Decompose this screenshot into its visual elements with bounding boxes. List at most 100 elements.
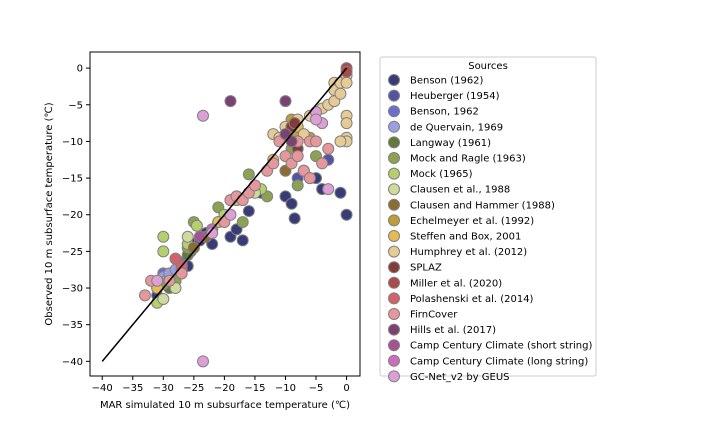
series-19 xyxy=(151,106,335,368)
x-tick-label: −15 xyxy=(244,383,265,394)
y-tick-label: −5 xyxy=(68,100,83,111)
y-tick-label: −15 xyxy=(62,174,83,185)
y-tick-label: −40 xyxy=(62,357,83,368)
legend-label: Heuberger (1954) xyxy=(410,91,500,102)
data-point xyxy=(303,172,316,185)
data-point xyxy=(187,241,200,254)
data-point xyxy=(236,216,249,229)
legend-marker xyxy=(388,198,400,211)
legend-marker xyxy=(388,308,400,320)
y-tick-label: −35 xyxy=(62,320,83,331)
legend-label: Hills et al. (2017) xyxy=(410,325,496,336)
data-point xyxy=(288,212,301,225)
legend-label: Polashenski et al. (2014) xyxy=(410,294,534,305)
data-point xyxy=(279,95,292,108)
one-to-one-line xyxy=(101,67,348,362)
legend-label: Clausen et al., 1988 xyxy=(410,185,510,196)
data-point xyxy=(291,179,304,192)
x-tick-label: −35 xyxy=(122,383,143,394)
axes xyxy=(89,51,361,377)
data-point xyxy=(291,150,304,163)
legend-label: Steffen and Box, 2001 xyxy=(410,232,521,243)
y-axis-label: Observed 10 m subsurface temperature (℃) xyxy=(44,102,55,325)
data-point xyxy=(157,293,170,306)
legend-label: Humphrey et al. (2012) xyxy=(410,247,527,258)
legend-label: Mock and Ragle (1963) xyxy=(410,154,526,165)
x-axis-ticks: −40 −35 −30 −25 −20 −15 −10 −5 0 xyxy=(92,376,350,394)
legend-label: SPLAZ xyxy=(410,263,442,274)
y-tick-label: −10 xyxy=(62,137,83,148)
x-tick-label: 0 xyxy=(343,383,349,394)
data-point xyxy=(157,230,170,243)
y-axis-ticks: 0 −5 −10 −15 −20 −25 −30 −35 −40 xyxy=(62,64,90,368)
y-tick-label: −30 xyxy=(62,284,83,295)
data-point xyxy=(322,183,335,196)
legend-label: de Quervain, 1969 xyxy=(410,122,503,133)
data-point xyxy=(157,245,170,258)
legend-marker xyxy=(388,136,400,149)
legend-marker xyxy=(388,74,400,86)
data-point xyxy=(334,135,347,148)
legend-label: Langway (1961) xyxy=(410,138,491,149)
legend-marker xyxy=(388,339,400,352)
legend-marker xyxy=(388,152,400,164)
legend-label: Camp Century Climate (long string) xyxy=(410,356,588,367)
data-point xyxy=(340,65,353,78)
legend-marker xyxy=(388,230,400,242)
legend-label: Clausen and Hammer (1988) xyxy=(410,200,555,211)
legend-label: Mock (1965) xyxy=(410,169,473,180)
y-tick-label: 0 xyxy=(77,64,83,75)
data-point xyxy=(206,227,219,240)
data-point xyxy=(340,117,353,130)
x-tick-label: −25 xyxy=(183,383,204,394)
data-point xyxy=(151,274,164,287)
legend-marker xyxy=(388,120,400,133)
x-tick-label: −40 xyxy=(92,383,113,394)
data-point xyxy=(224,95,237,108)
x-tick-label: −30 xyxy=(153,383,174,394)
legend-label: GC-Net_v2 by GEUS xyxy=(410,372,510,383)
plot-frame xyxy=(89,51,361,377)
x-tick-label: −20 xyxy=(214,383,235,394)
y-tick-label: −25 xyxy=(62,247,83,258)
legend-marker xyxy=(388,261,400,274)
legend-marker xyxy=(388,89,400,102)
legend-marker xyxy=(388,370,400,383)
data-point xyxy=(197,109,210,122)
data-point xyxy=(340,208,353,221)
data-point xyxy=(334,87,347,100)
data-point xyxy=(236,234,249,247)
data-point xyxy=(190,219,203,232)
data-point xyxy=(138,289,151,302)
data-point xyxy=(197,355,210,368)
data-point xyxy=(334,186,347,199)
x-tick-label: −5 xyxy=(309,383,324,394)
legend-marker xyxy=(388,323,400,336)
data-point xyxy=(316,157,329,170)
legend-label: FirnCover xyxy=(410,310,458,321)
legend-label: Echelmeyer et al. (1992) xyxy=(410,216,534,227)
series-15 xyxy=(138,135,335,302)
legend-label: Miller et al. (2020) xyxy=(410,278,502,289)
data-point xyxy=(242,205,255,218)
series-16 xyxy=(224,95,298,148)
legend-marker xyxy=(388,183,400,196)
data-point xyxy=(310,113,323,126)
x-tick-label: −10 xyxy=(275,383,296,394)
legend: Sources Benson (1962) Heuberger (1954) Ben… xyxy=(379,56,597,383)
data-point xyxy=(322,142,335,155)
legend-marker xyxy=(388,214,400,227)
legend-label: Benson (1962) xyxy=(410,76,484,87)
legend-marker xyxy=(388,276,400,289)
legend-marker xyxy=(388,105,400,118)
data-point xyxy=(242,168,255,181)
data-point xyxy=(310,135,323,148)
x-axis-label: MAR simulated 10 m subsurface temperatur… xyxy=(100,400,350,411)
data-point xyxy=(181,230,194,243)
legend-marker xyxy=(388,167,400,180)
legend-title: Sources xyxy=(468,61,508,72)
y-tick-label: −20 xyxy=(62,210,83,221)
legend-label: Benson, 1962 xyxy=(410,107,479,118)
legend-label: Camp Century Climate (short string) xyxy=(410,341,592,352)
